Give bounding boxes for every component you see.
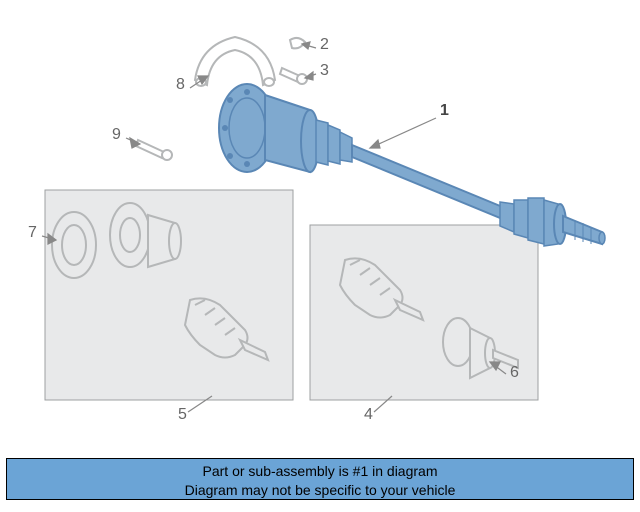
callout-6: 6: [510, 364, 519, 382]
caption-line-1: Part or sub-assembly is #1 in diagram: [7, 462, 633, 481]
callout-4: 4: [364, 406, 373, 424]
callout-5: 5: [178, 406, 187, 424]
clip-2: [290, 38, 305, 48]
heat-shield: [195, 37, 275, 86]
caption-bar: Part or sub-assembly is #1 in diagram Di…: [6, 458, 634, 500]
caption-line-2: Diagram may not be specific to your vehi…: [7, 481, 633, 500]
callout-3: 3: [320, 62, 329, 80]
frame-group-4-6: [310, 225, 538, 400]
callout-1: 1: [440, 102, 449, 120]
callout-9: 9: [112, 126, 121, 144]
bolt-9: [136, 140, 172, 160]
callout-2: 2: [320, 36, 329, 54]
bolt-3: [280, 68, 307, 84]
diagram-area: 1 2 3 4 5 6 7 8 9: [0, 0, 640, 470]
frame-group-5: [45, 190, 293, 400]
callout-7: 7: [28, 224, 37, 242]
callout-8: 8: [176, 76, 185, 94]
